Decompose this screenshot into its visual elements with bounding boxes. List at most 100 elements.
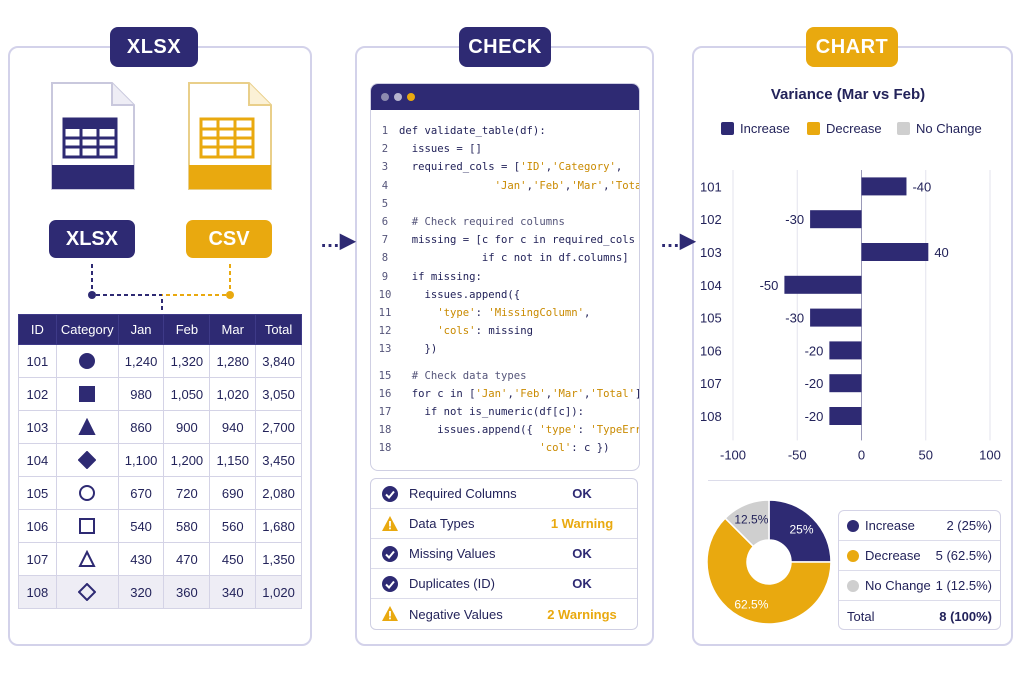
cell-category (55, 344, 119, 378)
window-dot-icon (407, 93, 415, 101)
line-number: 2 (381, 143, 389, 156)
legend-dot-icon (847, 519, 859, 532)
legend-decrease: Decrease (807, 121, 882, 136)
line-number: 11 (378, 307, 392, 320)
code-line: 15 # Check data types (371, 367, 639, 385)
check-circle-icon (382, 575, 398, 592)
code-line: 17 if not is_numeric(df[c]): (371, 403, 639, 421)
cell-total: 3,840 (255, 344, 302, 378)
cell-mar: 690 (209, 476, 257, 510)
cell-feb: 470 (163, 542, 211, 576)
cell-mar: 1,280 (209, 344, 257, 378)
pie-slice (706, 517, 832, 625)
xlsx-section-title: XLSX (110, 27, 198, 67)
code-line: 9 if missing: (371, 268, 639, 286)
legend-label: Decrease (826, 121, 882, 136)
cell-mar: 1,150 (209, 443, 257, 477)
pie-legend-total-row: Total 8 (100%) (839, 601, 1000, 631)
legend-name: No Change (865, 578, 931, 593)
code-line: 8 if c not in df.columns] (371, 249, 639, 267)
code-line: 18 'col': c }) (371, 439, 639, 457)
pie-slice-label: 25% (790, 522, 814, 536)
cell-feb: 580 (163, 509, 211, 543)
cell-total: 1,350 (255, 542, 302, 576)
square-filled-icon (79, 386, 96, 402)
code-line: 6 # Check required columns (371, 213, 639, 231)
code-text: }) (399, 343, 438, 356)
pie-legend-row: Decrease 5 (62.5%) (839, 541, 1000, 571)
cell-feb: 360 (163, 575, 211, 609)
code-text: # Check required columns (399, 216, 565, 229)
cell-category (55, 575, 119, 609)
cell-id: 102 (18, 377, 57, 411)
cell-feb: 1,050 (163, 377, 211, 411)
cell-category (55, 476, 119, 510)
line-number: 10 (378, 288, 392, 301)
x-tick-label: -50 (788, 447, 807, 462)
check-label: Required Columns (409, 486, 517, 501)
xlsx-file-icon (51, 82, 135, 190)
window-dot-icon (394, 93, 402, 101)
check-status: OK (572, 576, 592, 591)
table-row: 108 320 360 340 1,020 (18, 575, 302, 609)
pie-slice (768, 499, 832, 563)
code-text: issues.append({ (399, 288, 521, 301)
cell-feb: 1,320 (163, 344, 211, 378)
legend-dot-icon (847, 549, 859, 562)
check-row: Negative Values 2 Warnings (371, 599, 637, 629)
cell-mar: 560 (209, 509, 257, 543)
pie-slice-label: 12.5% (734, 513, 768, 527)
legend-name: Decrease (865, 548, 921, 563)
legend-name: Increase (865, 518, 915, 533)
flow-arrow-icon: …▶ (660, 230, 696, 252)
line-number: 13 (378, 343, 392, 356)
line-number: 17 (378, 406, 392, 419)
line-number: 12 (378, 325, 392, 338)
check-section-title: CHECK (459, 27, 551, 67)
legend-swatch (807, 122, 820, 135)
cell-jan: 980 (117, 377, 165, 411)
code-line: 11 'type': 'MissingColumn', (371, 304, 639, 322)
warning-icon (382, 606, 398, 621)
header-feb: Feb (163, 314, 211, 345)
cell-category (55, 542, 119, 576)
code-text: if not is_numeric(df[c]): (399, 406, 584, 419)
y-tick-label: 102 (700, 212, 722, 227)
chart-title: Variance (Mar vs Feb) (770, 86, 926, 103)
line-number: 9 (381, 270, 389, 283)
bar-data-label: 40 (934, 245, 948, 260)
code-text: if c not in df.columns] (399, 252, 629, 265)
code-line: 13 }) (371, 340, 639, 358)
bar-data-label: -20 (805, 409, 824, 424)
x-tick-label: -100 (720, 447, 746, 462)
merge-connector (88, 264, 234, 312)
header-category: Category (55, 314, 119, 345)
cell-total: 1,680 (255, 509, 302, 543)
check-row: Duplicates (ID) OK (371, 569, 637, 599)
cell-id: 104 (18, 443, 57, 477)
warning-icon (382, 515, 398, 531)
code-text: for c in ['Jan','Feb','Mar','Total']: (399, 387, 639, 400)
check-row: Required Columns OK (371, 479, 637, 509)
triangle-outline-icon (78, 550, 96, 567)
table-row: 106 540 580 560 1,680 (18, 509, 302, 543)
line-number: 8 (381, 252, 389, 265)
bar-data-label: -30 (785, 212, 804, 227)
code-line: 5 (371, 195, 639, 213)
triangle-filled-icon (78, 418, 96, 435)
check-status: OK (572, 486, 592, 501)
check-label: Data Types (409, 516, 475, 531)
data-table: ID Category Jan Feb Mar Total 101 1,240 1,… (18, 314, 302, 609)
code-line: 18 issues.append({ 'type': 'TypeError', (371, 421, 639, 439)
legend-count: 5 (62.5%) (935, 548, 992, 563)
line-number: 4 (381, 179, 389, 192)
code-line: 10 issues.append({ (371, 286, 639, 304)
y-tick-label: 107 (700, 376, 722, 391)
code-window-titlebar (371, 84, 639, 110)
cell-jan: 540 (117, 509, 165, 543)
y-tick-label: 103 (700, 245, 722, 260)
cell-total: 3,450 (255, 443, 302, 477)
cell-category (55, 377, 119, 411)
code-text: def validate_table(df): (399, 125, 546, 137)
csv-label: CSV (186, 220, 272, 258)
